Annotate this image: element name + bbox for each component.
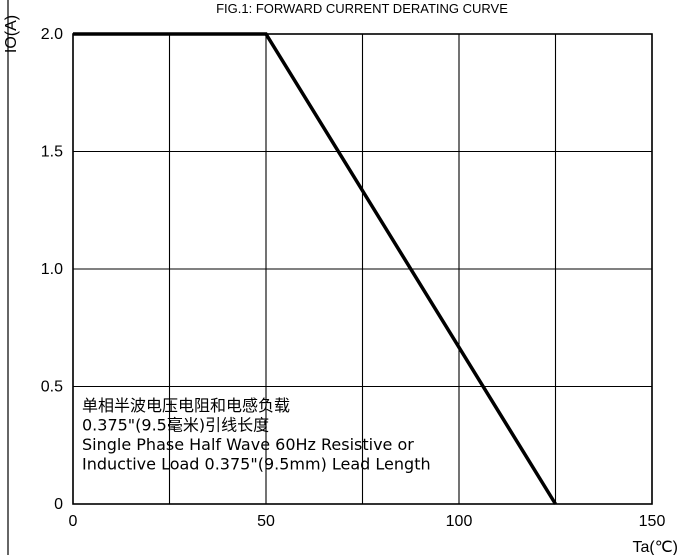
- y-tick-label: 2.0: [41, 26, 63, 43]
- x-tick-label: 100: [446, 513, 473, 530]
- y-tick-label: 0: [54, 496, 63, 513]
- chart-title: FIG.1: FORWARD CURRENT DERATING CURVE: [216, 1, 508, 16]
- annotation-line: Inductive Load 0.375"(9.5mm) Lead Length: [82, 455, 431, 474]
- x-tick-label: 0: [69, 513, 78, 530]
- x-axis-label: Ta(℃): [632, 539, 678, 555]
- annotation-line: Single Phase Half Wave 60Hz Resistive or: [82, 435, 414, 454]
- annotation-line: 单相半波电压电阻和电感负载: [82, 396, 290, 415]
- plot-frame: [72, 33, 653, 505]
- series-line: [73, 32, 557, 505]
- x-tick-label: 150: [639, 513, 666, 530]
- series-group: [73, 32, 557, 505]
- y-tick-label: 0.5: [41, 379, 63, 396]
- y-axis-label: IO(A): [3, 15, 20, 53]
- ticks-group: 0 0.5 1.0 1.5 2.0 0 50 100 150: [41, 26, 666, 530]
- y-tick-label: 1.5: [41, 144, 63, 161]
- y-tick-label: 1.0: [41, 261, 63, 278]
- annotation-line: 0.375"(9.5毫米)引线长度: [82, 416, 269, 435]
- x-tick-label: 50: [257, 513, 275, 530]
